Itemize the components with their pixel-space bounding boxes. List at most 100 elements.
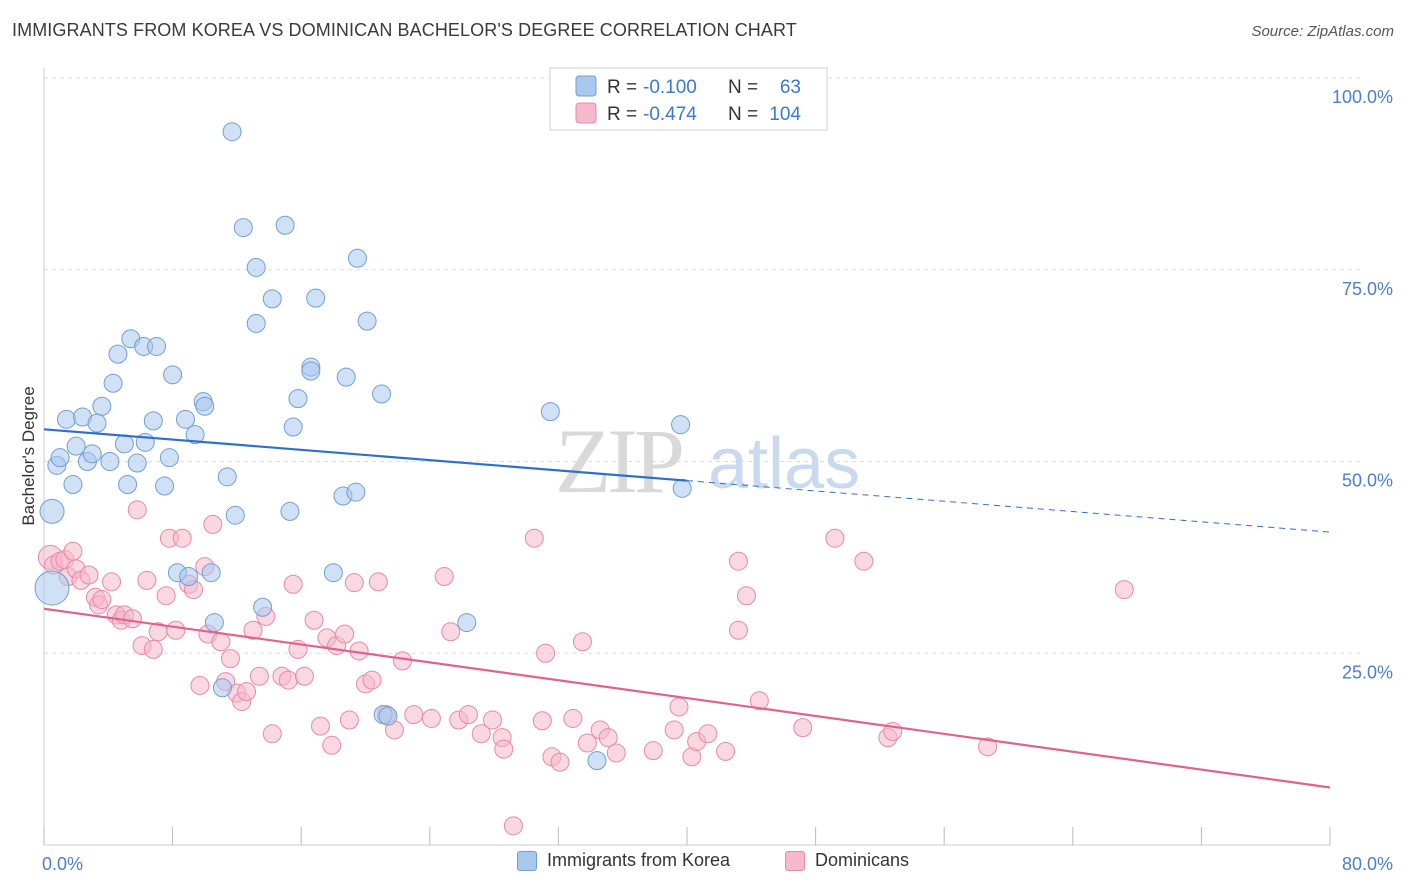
korea-point-1 xyxy=(34,570,70,606)
legend-dominican-label: Dominicans xyxy=(815,850,910,870)
dominican-point-47 xyxy=(304,610,324,630)
dominican-point-43 xyxy=(278,670,298,690)
korea-point-29 xyxy=(185,425,205,445)
legend-korea-label: Immigrants from Korea xyxy=(547,850,731,870)
legend-korea-n-value: 63 xyxy=(780,77,801,98)
korea-point-12 xyxy=(100,452,120,471)
legend-dominican-n-value: 104 xyxy=(769,104,801,125)
legend-item-korea: Immigrants from Korea xyxy=(517,850,730,871)
dominican-point-62 xyxy=(404,705,424,725)
dominican-point-16 xyxy=(122,609,142,629)
dominican-point-95 xyxy=(793,718,813,738)
dominican-point-69 xyxy=(482,710,502,730)
dominican-point-96 xyxy=(825,528,845,548)
dominican-point-58 xyxy=(368,572,388,592)
dominican-point-91 xyxy=(728,620,748,640)
korea-point-44 xyxy=(280,501,300,521)
dominican-point-39 xyxy=(249,666,269,686)
dominican-point-75 xyxy=(536,643,556,663)
dominican-point-28 xyxy=(190,675,210,695)
legend-dominican-square xyxy=(785,850,805,871)
dominican-point-53 xyxy=(339,710,359,730)
korea-point-10 xyxy=(87,413,107,433)
legend-korea-n-label: N = xyxy=(728,77,758,98)
source-label: Source: ZipAtlas.com xyxy=(1251,23,1394,40)
korea-point-3 xyxy=(50,448,70,468)
korea-point-54 xyxy=(347,248,367,268)
dominican-point-38 xyxy=(243,620,263,640)
chart-title: IMMIGRANTS FROM KOREA VS DOMINICAN BACHE… xyxy=(12,20,797,40)
dominican-point-77 xyxy=(550,752,570,772)
grid xyxy=(44,77,1360,654)
korea-point-22 xyxy=(147,336,167,356)
trend-lines xyxy=(43,428,1331,789)
korea-point-6 xyxy=(66,436,86,456)
dominican-point-82 xyxy=(598,728,618,748)
korea-point-34 xyxy=(212,678,232,698)
korea-point-38 xyxy=(233,218,253,238)
legend-item-dominicans: Dominicans xyxy=(785,850,909,871)
dominican-point-25 xyxy=(172,528,192,548)
dominican-point-48 xyxy=(310,716,330,736)
dominican-point-74 xyxy=(532,711,552,731)
dominican-point-94 xyxy=(749,691,769,711)
dominican-point-12 xyxy=(102,572,122,592)
korea-point-5 xyxy=(63,475,83,495)
korea-point-27 xyxy=(175,409,195,429)
dominican-point-78 xyxy=(563,708,583,728)
y-tick-label: 50.0% xyxy=(1342,471,1393,491)
x-tick-label-min: 0.0% xyxy=(42,854,83,874)
x-tick-label-max: 80.0% xyxy=(1342,854,1393,874)
dominican-point-79 xyxy=(573,632,593,652)
korea-point-28 xyxy=(179,567,199,587)
dominican-point-100 xyxy=(978,737,998,757)
korea-point-50 xyxy=(323,563,343,583)
korea-point-13 xyxy=(103,373,123,393)
dominican-point-80 xyxy=(577,733,597,753)
korea-point-45 xyxy=(283,417,303,437)
dominican-point-46 xyxy=(294,666,314,686)
legend-korea-square xyxy=(517,850,537,871)
dominican-point-97 xyxy=(854,551,874,571)
korea-point-39 xyxy=(246,257,266,277)
dominican-point-89 xyxy=(698,724,718,744)
korea-point-37 xyxy=(225,505,245,525)
dominican-point-90 xyxy=(716,741,736,761)
dominican-point-92 xyxy=(728,551,748,571)
legend-dominican-r-value: -0.474 xyxy=(643,104,697,125)
korea-point-15 xyxy=(114,434,134,454)
korea-point-63 xyxy=(672,478,692,498)
dominican-point-32 xyxy=(211,632,231,652)
korea-point-23 xyxy=(155,476,175,496)
dominican-point-61 xyxy=(392,651,412,671)
dominican-point-44 xyxy=(283,574,303,594)
dominican-trend-line xyxy=(43,607,1331,789)
legend-bottom: Immigrants from Korea Dominicans xyxy=(0,850,1406,878)
korea-trend-line xyxy=(43,428,688,482)
watermark-zip: ZIP xyxy=(555,410,682,512)
korea-point-9 xyxy=(82,444,102,464)
dominican-point-71 xyxy=(494,739,514,759)
dominican-point-24 xyxy=(166,620,186,640)
axes xyxy=(43,68,1331,846)
legend-dominican-r-label: R = xyxy=(607,104,637,125)
korea-point-31 xyxy=(195,396,215,416)
dominican-point-73 xyxy=(524,528,544,548)
dominican-point-93 xyxy=(736,586,756,606)
korea-point-16 xyxy=(118,475,138,495)
korea-trend-extension xyxy=(686,480,1331,533)
korea-point-46 xyxy=(288,389,308,409)
legend-dominican-n-label: N = xyxy=(728,104,758,125)
korea-point-58 xyxy=(378,706,398,726)
legend-top: R = -0.100 N = 63 R = -0.474 N = 104 xyxy=(549,67,828,131)
korea-point-41 xyxy=(253,597,273,617)
legend-korea-swatch xyxy=(575,75,597,97)
korea-point-52 xyxy=(336,367,356,387)
dominican-point-5 xyxy=(63,541,83,561)
korea-point-32 xyxy=(201,563,221,583)
korea-point-60 xyxy=(540,402,560,422)
korea-point-0 xyxy=(39,498,65,524)
dominican-point-17 xyxy=(127,500,147,520)
dominican-point-72 xyxy=(503,816,523,836)
